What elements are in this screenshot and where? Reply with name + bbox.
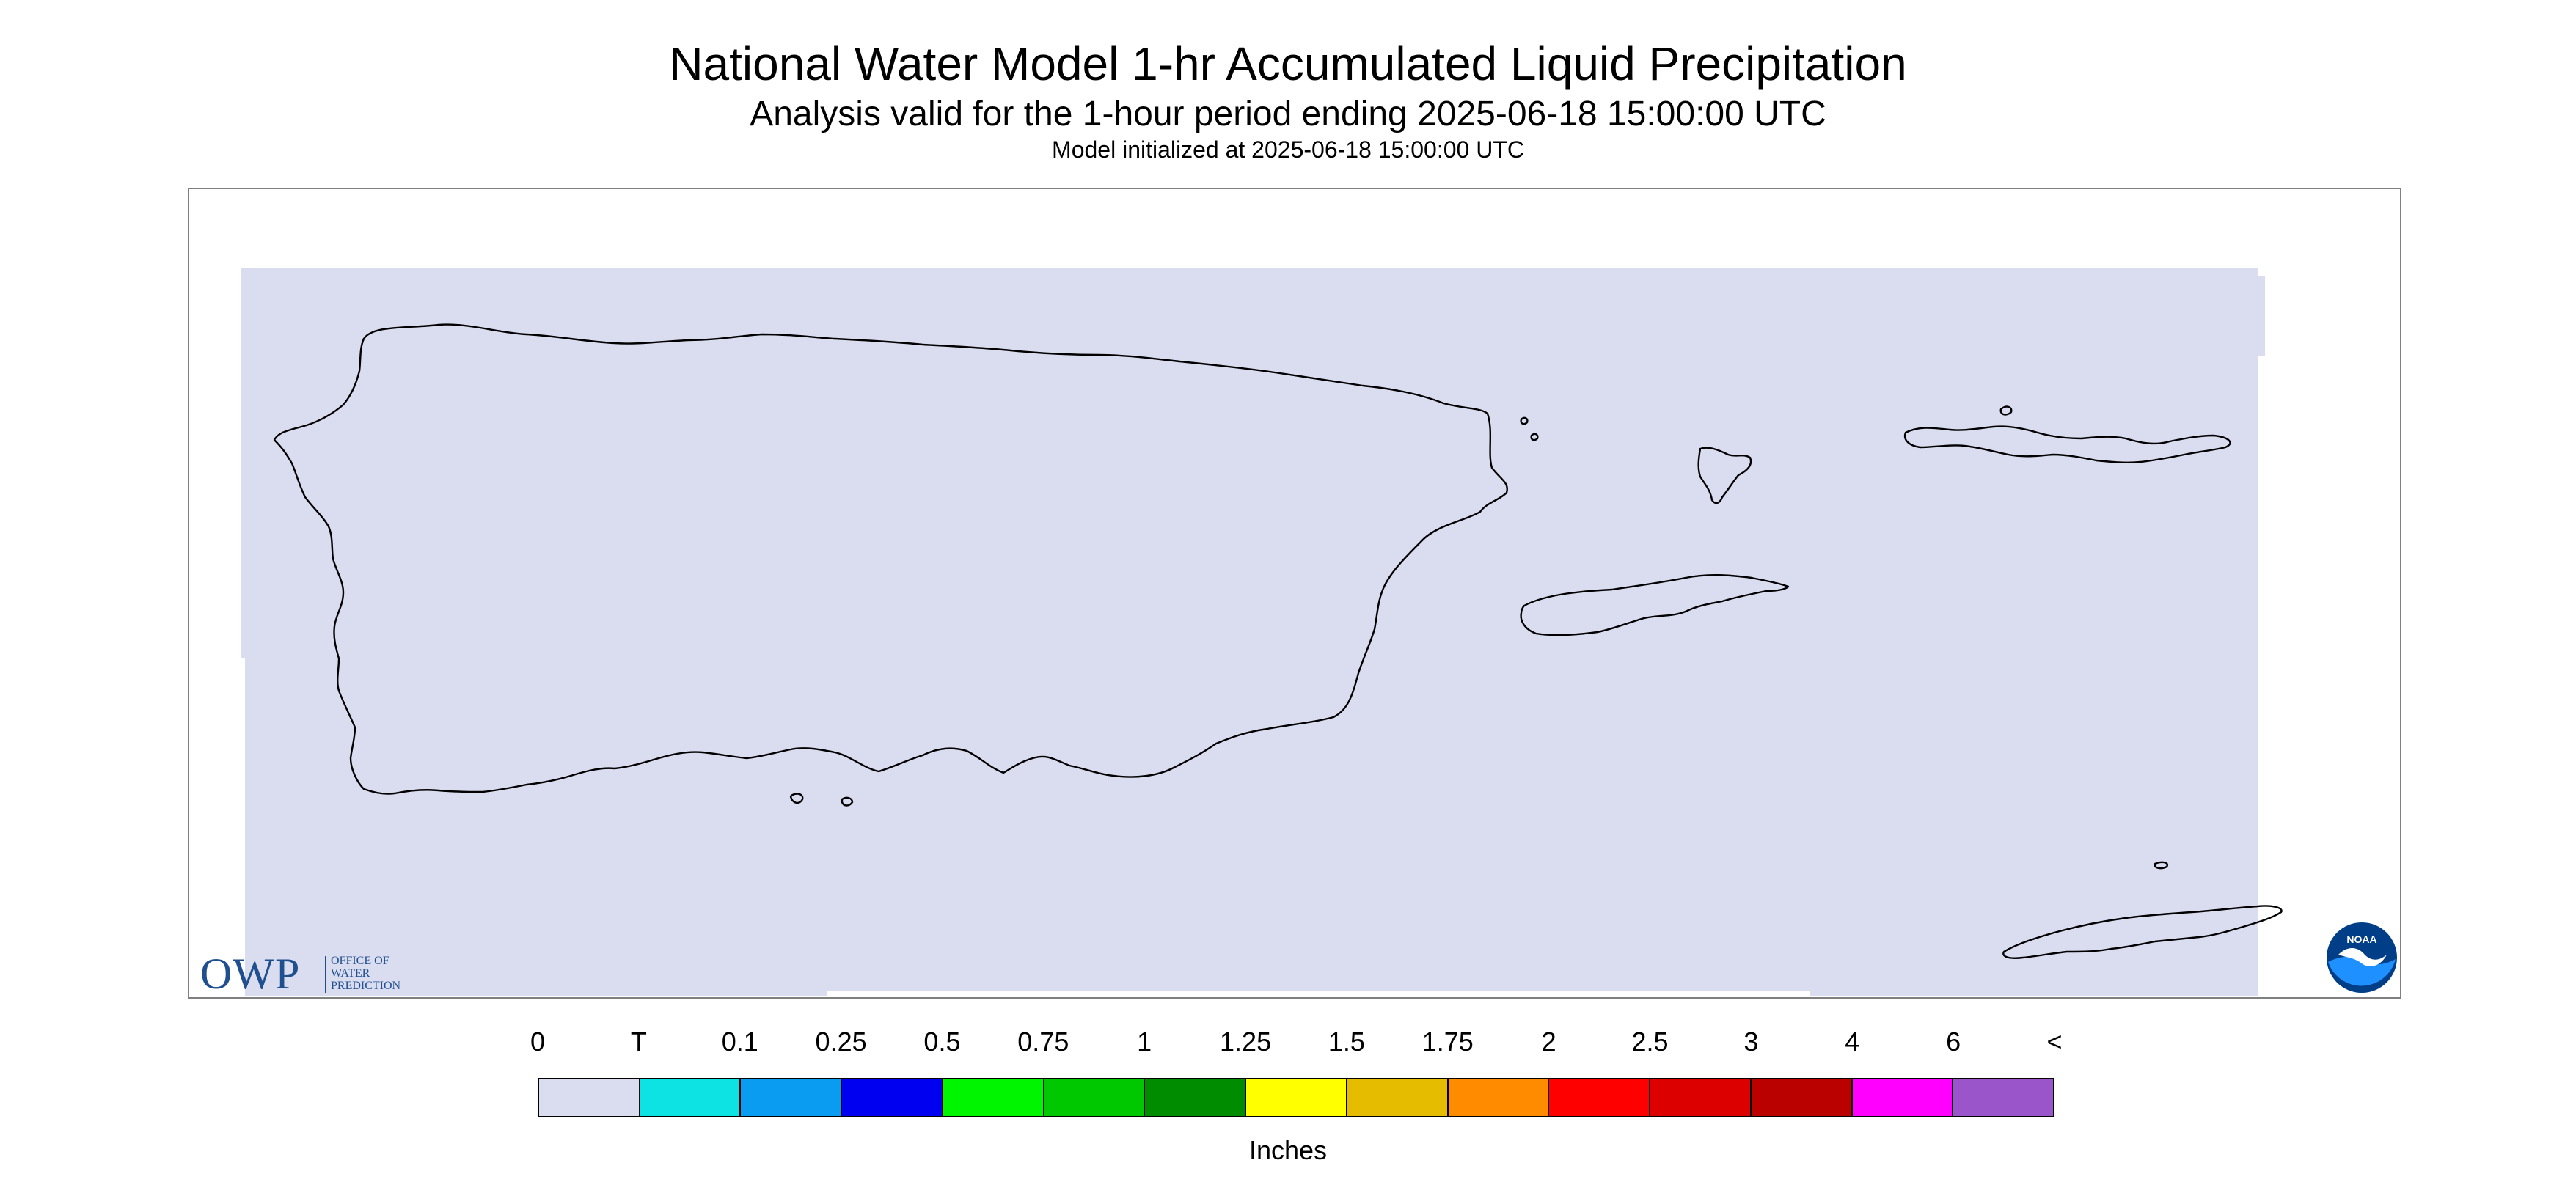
owp-logo-line: WATER <box>331 967 370 980</box>
coastline-vieques <box>1520 574 1790 636</box>
legend-swatch <box>1044 1079 1146 1116</box>
legend-swatch <box>842 1079 943 1116</box>
legend-swatch <box>1145 1079 1247 1116</box>
legend-tick-label: 0.1 <box>721 1027 758 1057</box>
coastline-caja-de-muertos <box>789 793 804 804</box>
legend-tick-label: 1.75 <box>1421 1027 1474 1057</box>
coastline-islet-east-2 <box>1530 433 1539 441</box>
coastline-islet-vi-2 <box>2154 861 2169 870</box>
legend-swatch <box>640 1079 742 1116</box>
legend-swatch <box>1852 1079 1954 1116</box>
legend-units-label: Inches <box>1248 1135 1328 1165</box>
legend-tick-label: 0.5 <box>923 1027 961 1057</box>
legend-swatch <box>1246 1079 1347 1116</box>
precip-domain-area <box>241 268 2265 996</box>
model-init-line: Model initialized at 2025-06-18 15:00:00… <box>1052 136 1524 163</box>
legend-swatch <box>1347 1079 1449 1116</box>
legend-swatch <box>1448 1079 1550 1116</box>
legend-tick-label: 4 <box>1845 1027 1860 1057</box>
coastline-st-croix <box>2002 905 2283 959</box>
coastline-islet-east-1 <box>1520 416 1529 425</box>
owp-logo-line: OFFICE OF <box>331 955 389 967</box>
noaa-logo-text: NOAA <box>2346 933 2376 945</box>
legend: 0 T 0.1 0.25 0.5 0.75 1 1.25 1.5 1.75 2 2.5 3 4 6 < Inc… <box>0 1027 2576 1173</box>
legend-swatch <box>1549 1079 1651 1116</box>
legend-colorbar <box>538 1078 2054 1117</box>
map-canvas <box>241 268 2283 996</box>
map-frame: OWP OFFICE OF WATER PREDICTION NOAA <box>188 188 2401 999</box>
legend-swatch <box>1953 1079 2054 1116</box>
legend-tick-label: 0.25 <box>815 1027 867 1057</box>
legend-tick-label: T <box>630 1027 647 1057</box>
legend-tick-label: 0 <box>530 1027 546 1057</box>
owp-logo: OWP OFFICE OF WATER PREDICTION <box>200 952 442 996</box>
map-subtitle: Analysis valid for the 1-hour period end… <box>750 95 1826 133</box>
noaa-logo-icon: NOAA <box>2327 922 2397 993</box>
legend-swatch <box>943 1079 1044 1116</box>
legend-tick-label: 2.5 <box>1631 1027 1669 1057</box>
coastline-puerto-rico <box>273 323 1508 795</box>
legend-swatch <box>1751 1079 1853 1116</box>
map-title: National Water Model 1-hr Accumulated Li… <box>669 37 1907 90</box>
coastline-culebra <box>1697 447 1752 504</box>
legend-tick-label: 3 <box>1743 1027 1759 1057</box>
legend-tick-label: 2 <box>1541 1027 1556 1057</box>
coastline-st-thomas-st-john <box>1903 425 2231 464</box>
legend-swatch <box>539 1079 640 1116</box>
owp-logo-mark: OWP <box>200 950 301 998</box>
legend-tick-label: 1.25 <box>1220 1027 1272 1057</box>
legend-swatch <box>1650 1079 1752 1116</box>
owp-logo-divider <box>325 956 326 993</box>
coastline-islet-vi-1 <box>1999 405 2013 416</box>
legend-tick-label: < <box>2046 1027 2063 1057</box>
legend-tick-label: 6 <box>1946 1027 1961 1057</box>
coastline-desecheo <box>841 796 854 807</box>
legend-tick-label: 0.75 <box>1017 1027 1069 1057</box>
owp-logo-line: PREDICTION <box>331 980 401 992</box>
legend-tick-label: 1.5 <box>1328 1027 1365 1057</box>
legend-swatch <box>741 1079 843 1116</box>
legend-tick-label: 1 <box>1137 1027 1152 1057</box>
owp-logo-text: OFFICE OF WATER PREDICTION <box>331 955 400 992</box>
